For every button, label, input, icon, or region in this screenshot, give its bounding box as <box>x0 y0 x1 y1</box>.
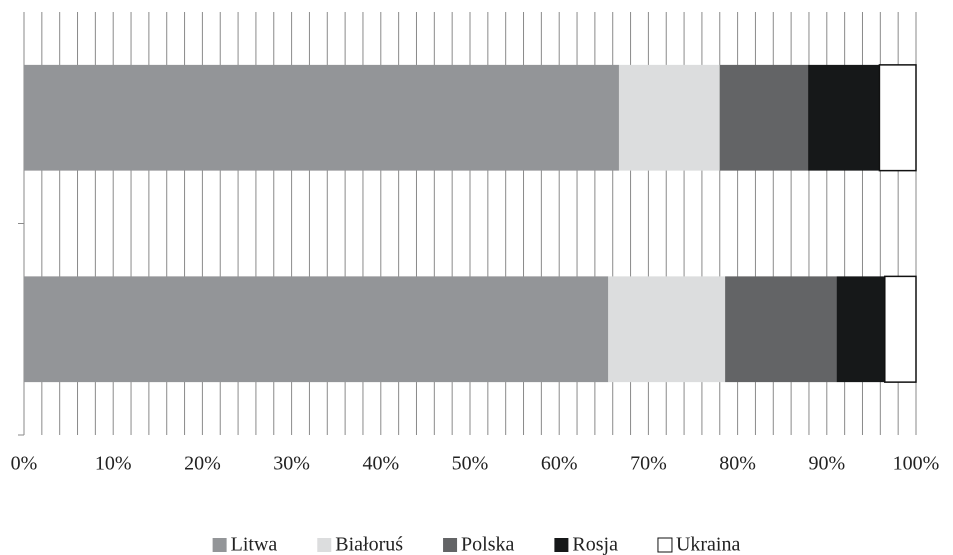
bar-segment <box>608 276 726 383</box>
x-tick-label: 10% <box>95 453 132 475</box>
legend-label: Polska <box>461 534 514 555</box>
legend-label: Litwa <box>231 534 278 555</box>
x-tick-label: 100% <box>893 453 940 475</box>
legend-label: Rosja <box>572 534 618 555</box>
x-tick-label: 90% <box>808 453 845 475</box>
x-tick-label: 50% <box>452 453 489 475</box>
bar-segment <box>884 275 917 383</box>
legend-label: Ukraina <box>676 534 741 555</box>
bar-segment <box>878 64 917 172</box>
x-tick-label: 60% <box>541 453 578 475</box>
bar-segment <box>618 64 720 171</box>
x-tick-label: 0% <box>11 453 38 475</box>
legend-swatch <box>212 538 227 552</box>
bar-segment <box>24 64 619 171</box>
x-tick-label: 20% <box>184 453 221 475</box>
legend-swatch <box>657 537 673 553</box>
bar-segment <box>725 276 837 383</box>
x-tick-label: 30% <box>273 453 310 475</box>
bar-segment <box>836 276 885 383</box>
legend-swatch <box>554 538 569 552</box>
legend-swatch <box>317 538 332 552</box>
bar-segment <box>719 64 809 171</box>
bar-segment <box>24 276 609 383</box>
x-tick-label: 80% <box>719 453 756 475</box>
x-tick-label: 70% <box>630 453 667 475</box>
x-tick-label: 40% <box>362 453 399 475</box>
bar-segment <box>808 64 880 171</box>
legend-swatch <box>443 538 458 552</box>
legend-label: Białoruś <box>335 534 403 555</box>
